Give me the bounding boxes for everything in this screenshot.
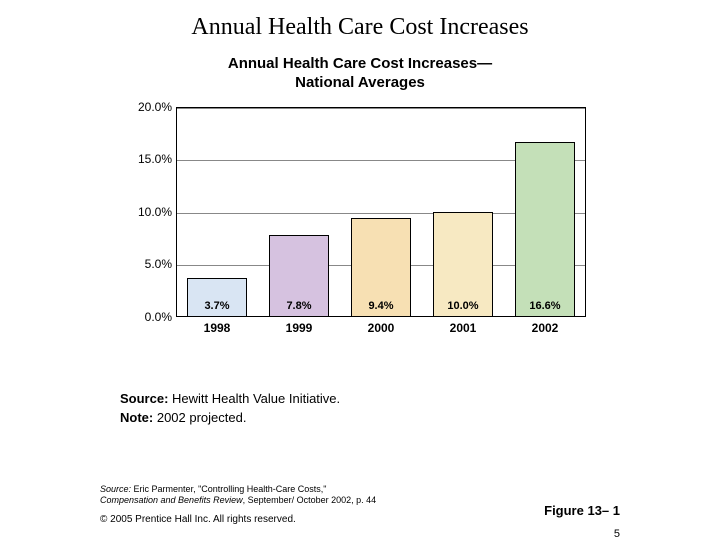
bar-value-label: 3.7% (188, 300, 245, 312)
y-tick-label: 0.0% (120, 310, 172, 324)
slide-title: Annual Health Care Cost Increases (0, 14, 720, 41)
bar-value-label: 16.6% (516, 300, 573, 312)
x-tick-label: 2001 (450, 321, 477, 335)
bar: 16.6% (515, 142, 574, 316)
chart-notes: Source: Hewitt Health Value Initiative. … (120, 389, 600, 428)
bar-value-label: 7.8% (270, 300, 327, 312)
bar: 9.4% (351, 218, 410, 317)
y-tick-label: 15.0% (120, 152, 172, 166)
footer-source-pub: Compensation and Benefits Review (100, 495, 243, 505)
bars-layer: 3.7% 7.8% 9.4% 10.0% 16.6% (176, 107, 586, 317)
page-number: 5 (614, 528, 620, 540)
note-text: 2002 projected. (157, 410, 247, 425)
chart-subtitle-line2: National Averages (295, 74, 425, 91)
bar: 3.7% (187, 278, 246, 317)
footer-source-rest: , September/ October 2002, p. 44 (243, 495, 377, 505)
x-tick-label: 2000 (368, 321, 395, 335)
note-label: Note: (120, 410, 153, 425)
footer-source: Source: Eric Parmenter, "Controlling Hea… (100, 484, 620, 526)
y-tick-label: 5.0% (120, 257, 172, 271)
y-tick-label: 10.0% (120, 205, 172, 219)
bar-value-label: 9.4% (352, 300, 409, 312)
bar: 7.8% (269, 235, 328, 317)
x-tick-label: 1998 (204, 321, 231, 335)
bar-value-label: 10.0% (434, 300, 491, 312)
source-label: Source: (120, 391, 168, 406)
x-tick-label: 2002 (532, 321, 559, 335)
footer-source-prefix: Source: (100, 484, 131, 494)
chart-subtitle-line1: Annual Health Care Cost Increases— (228, 55, 492, 72)
chart-area: 3.7% 7.8% 9.4% 10.0% 16.6% 0.0% 5.0% 10.0% 15.0… (120, 101, 600, 351)
chart-subtitle: Annual Health Care Cost Increases— Natio… (0, 55, 720, 93)
source-text: Hewitt Health Value Initiative. (172, 391, 340, 406)
bar: 10.0% (433, 212, 492, 317)
figure-label: Figure 13– 1 (544, 503, 620, 518)
x-tick-label: 1999 (286, 321, 313, 335)
footer-source-author: Eric Parmenter, "Controlling Health-Care… (134, 484, 327, 494)
copyright: © 2005 Prentice Hall Inc. All rights res… (100, 513, 620, 526)
y-tick-label: 20.0% (120, 100, 172, 114)
